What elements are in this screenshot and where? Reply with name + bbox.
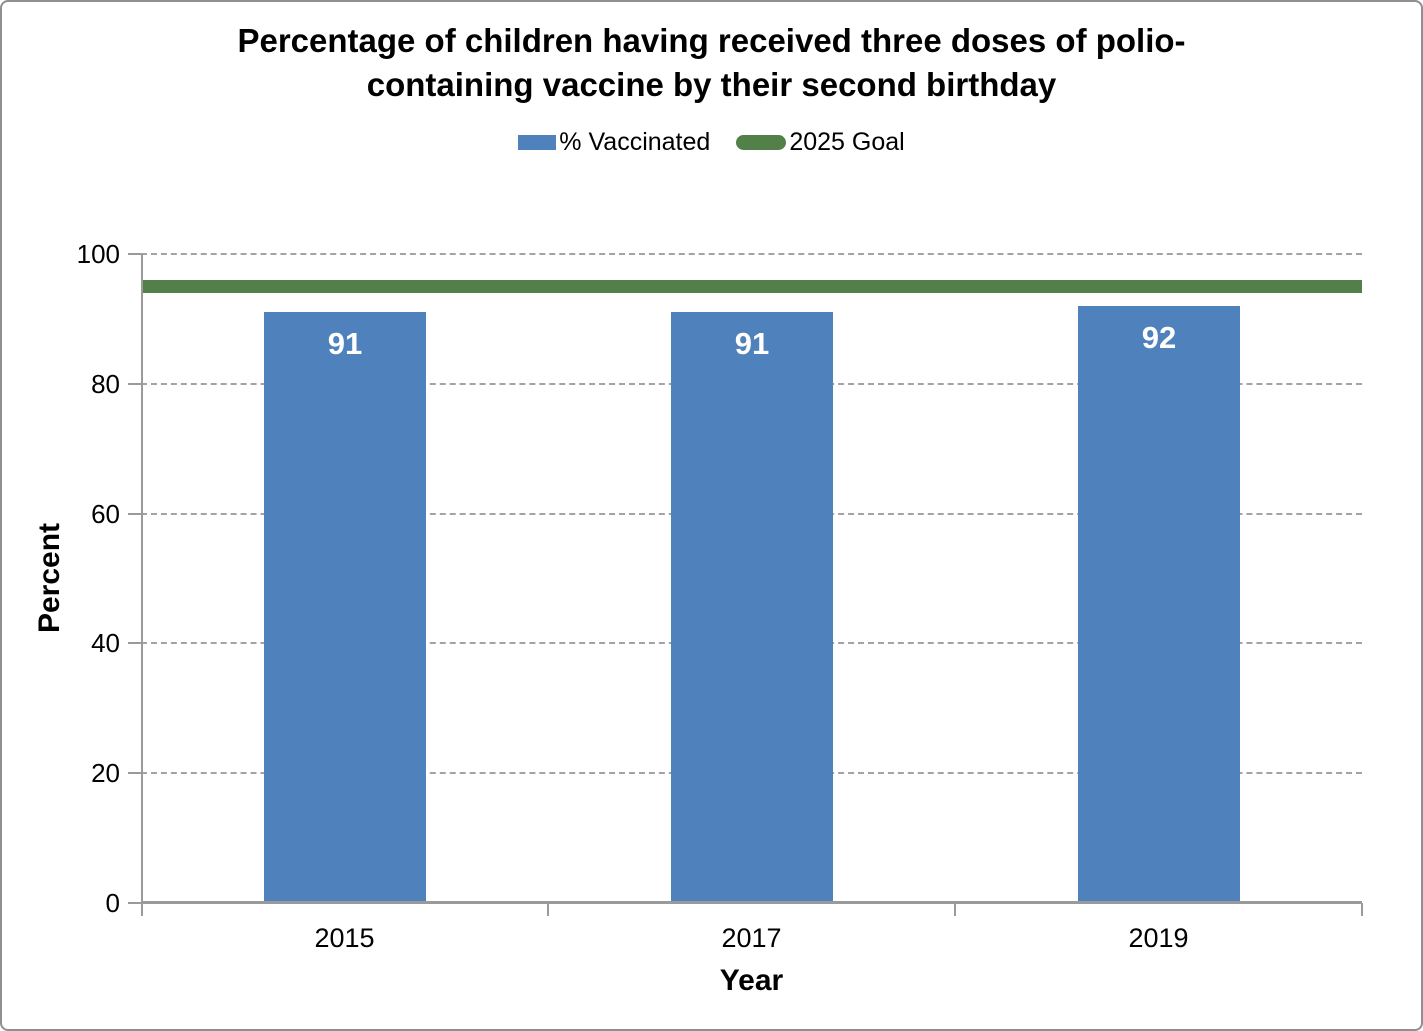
vaccinated-series-swatch-icon (518, 135, 557, 150)
legend-item-vaccinated: % Vaccinated (518, 128, 710, 157)
goal-line (141, 280, 1362, 293)
legend-label-vaccinated: % Vaccinated (559, 128, 711, 156)
y-tick-label: 100 (76, 239, 120, 269)
y-tick-label: 80 (91, 369, 120, 399)
chart-title-line1: Percentage of children having received t… (237, 22, 1186, 59)
chart-title: Percentage of children having received t… (2, 19, 1421, 107)
y-tick-label: 40 (91, 628, 120, 658)
legend-label-goal: 2025 Goal (789, 128, 905, 156)
bar-2017 (671, 312, 833, 903)
y-axis-tick (128, 383, 141, 385)
y-axis-tick (128, 902, 141, 904)
x-tick-label: 2019 (1128, 923, 1189, 953)
y-tick-label: 60 (91, 499, 120, 529)
legend: % Vaccinated 2025 Goal (2, 128, 1421, 157)
x-axis-tick (954, 903, 956, 916)
bar-value-label: 91 (734, 326, 770, 361)
x-tick-label: 2015 (314, 923, 375, 953)
x-axis-line (141, 901, 1362, 904)
x-tick-label: 2017 (721, 923, 782, 953)
y-tick-label: 0 (105, 888, 120, 918)
y-axis-tick (128, 642, 141, 644)
bar-value-label: 92 (1141, 320, 1177, 355)
chart-title-line2: containing vaccine by their second birth… (366, 66, 1057, 103)
x-axis-tick (547, 903, 549, 916)
bar-2019 (1078, 306, 1240, 903)
y-axis-tick (128, 513, 141, 515)
y-axis-title: Percent (33, 522, 66, 634)
x-axis-tick (1361, 903, 1363, 916)
legend-item-goal: 2025 Goal (736, 128, 905, 157)
bar-value-label: 91 (327, 326, 363, 361)
y-axis-tick (128, 772, 141, 774)
y-tick-label: 20 (91, 758, 120, 788)
y-axis-tick (128, 253, 141, 255)
bar-2015 (264, 312, 426, 903)
x-axis-title: Year (719, 964, 784, 997)
gridline (141, 253, 1362, 255)
goal-line-swatch-icon (736, 135, 787, 150)
y-axis-line (141, 254, 143, 916)
